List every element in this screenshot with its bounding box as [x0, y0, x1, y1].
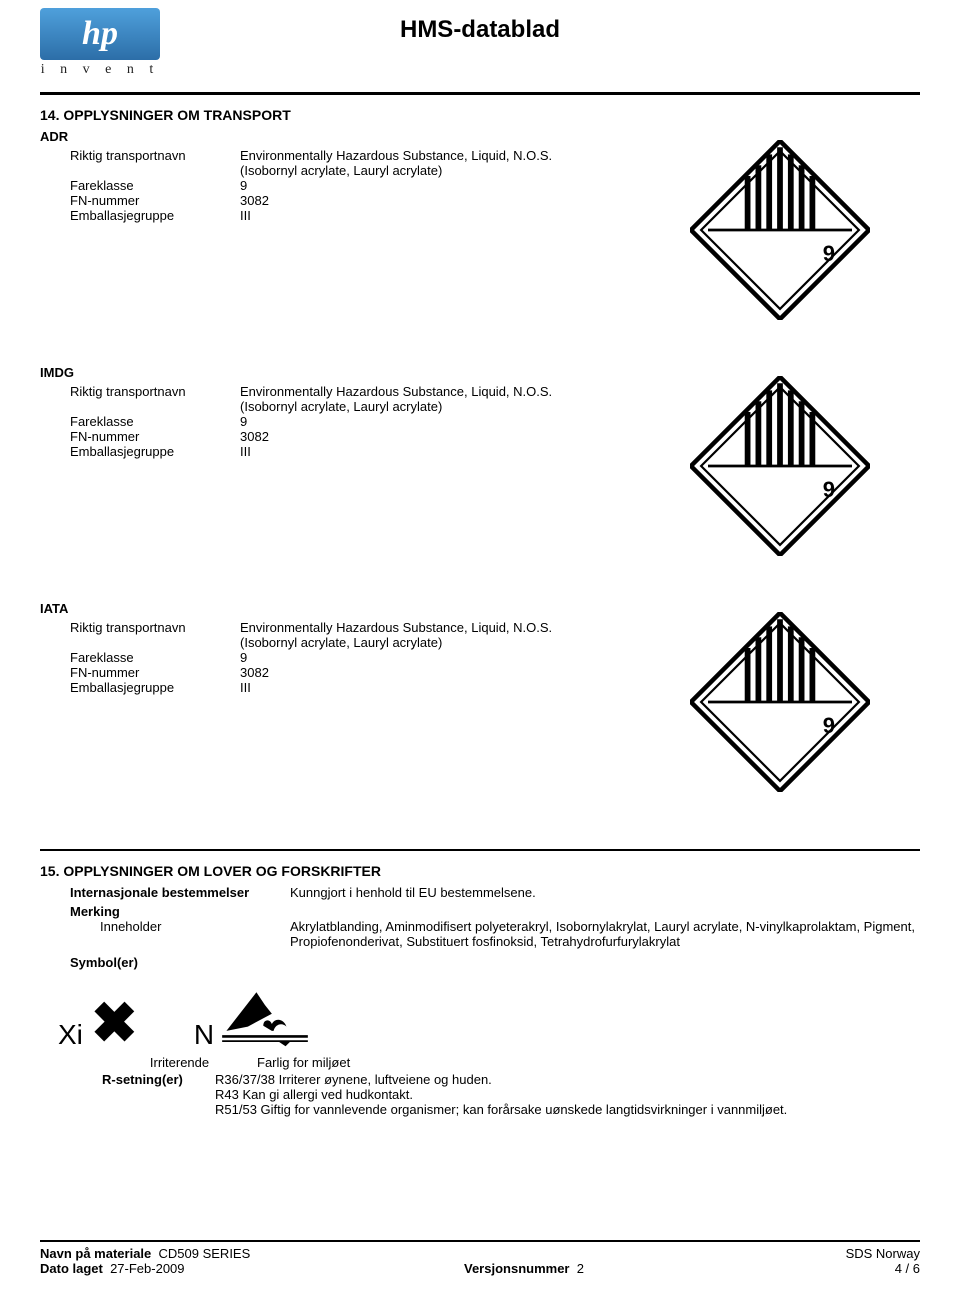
symbols-label: Symbol(er) — [40, 955, 920, 970]
iata-un-label: FN-nummer — [40, 665, 240, 680]
iata-class-label: Fareklasse — [40, 650, 240, 665]
r43: R43 Kan gi allergi ved hudkontakt. — [215, 1087, 920, 1102]
transport-block-adr: ADR Riktig transportnavn Environmentally… — [40, 129, 920, 329]
transport-block-iata: IATA Riktig transportnavn Environmentall… — [40, 601, 920, 801]
irritant-caption: Irriterende — [102, 1055, 257, 1070]
hp-tagline: i n v e n t — [40, 62, 160, 78]
r36: R36/37/38 Irriterer øynene, luftveiene o… — [215, 1072, 920, 1087]
sds-country: SDS Norway — [846, 1246, 920, 1261]
imdg-un-label: FN-nummer — [40, 429, 240, 444]
imdg-hazmat-placard-icon — [690, 376, 870, 556]
n-label: N — [194, 1019, 214, 1051]
r-phrases-label: R-setning(er) — [40, 1072, 215, 1117]
irritant-icon: ✖ — [91, 995, 138, 1051]
imdg-name-label: Riktig transportnavn — [40, 384, 240, 414]
contains-val: Akrylatblanding, Aminmodifisert polyeter… — [290, 919, 920, 949]
adr-nine: 9 — [823, 241, 835, 267]
hazard-symbols: Xi ✖ N — [40, 988, 920, 1051]
doc-title: HMS-datablad — [40, 16, 920, 44]
ver-label: Versjonsnummer — [464, 1261, 570, 1276]
adr-name-label: Riktig transportnavn — [40, 148, 240, 178]
imdg-pg-label: Emballasjegruppe — [40, 444, 240, 459]
adr-un-label: FN-nummer — [40, 193, 240, 208]
env-caption: Farlig for miljøet — [257, 1055, 437, 1070]
imdg-nine: 9 — [823, 477, 835, 503]
page-number: 4 / 6 — [895, 1261, 920, 1276]
xi-label: Xi — [58, 1019, 83, 1051]
transport-block-imdg: IMDG Riktig transportnavn Environmentall… — [40, 365, 920, 565]
adr-hazmat-placard-icon — [690, 140, 870, 320]
section14-title: 14. OPPLYSNINGER OM TRANSPORT — [40, 107, 920, 123]
date-label: Dato laget — [40, 1261, 103, 1276]
date-val: 27-Feb-2009 — [110, 1261, 184, 1276]
imdg-class-label: Fareklasse — [40, 414, 240, 429]
contains-label: Inneholder — [40, 919, 290, 949]
intl-label: Internasjonale bestemmelser — [40, 885, 290, 900]
material-val: CD509 SERIES — [159, 1246, 251, 1261]
adr-pg-label: Emballasjegruppe — [40, 208, 240, 223]
marking-label: Merking — [40, 904, 920, 919]
symbol-captions: Irriterende Farlig for miljøet — [40, 1055, 920, 1070]
ver-val: 2 — [577, 1261, 584, 1276]
section15-title: 15. OPPLYSNINGER OM LOVER OG FORSKRIFTER — [40, 863, 920, 879]
page-header: hp i n v e n t HMS-datablad — [40, 8, 920, 92]
iata-nine: 9 — [823, 713, 835, 739]
adr-class-label: Fareklasse — [40, 178, 240, 193]
section15-rule — [40, 849, 920, 851]
environment-hazard-icon — [222, 988, 308, 1051]
iata-name-label: Riktig transportnavn — [40, 620, 240, 650]
iata-pg-label: Emballasjegruppe — [40, 680, 240, 695]
page-footer: Navn på materiale CD509 SERIES Dato lage… — [40, 1240, 920, 1276]
r51: R51/53 Giftig for vannlevende organismer… — [215, 1102, 920, 1117]
material-label: Navn på materiale — [40, 1246, 151, 1261]
header-rule — [40, 92, 920, 95]
intl-val: Kunngjort i henhold til EU bestemmelsene… — [290, 885, 920, 900]
iata-hazmat-placard-icon — [690, 612, 870, 792]
